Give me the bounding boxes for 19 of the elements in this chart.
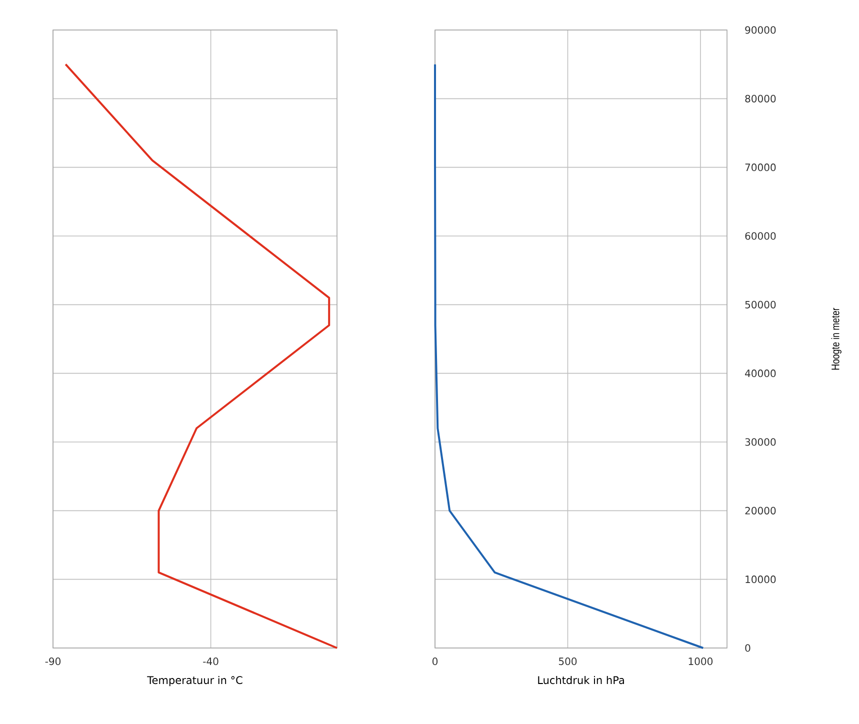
x-axis-title: Temperatuur in °C (147, 676, 242, 686)
y-tick-label: 30000 (745, 438, 776, 446)
y-tick-label: 70000 (745, 164, 776, 172)
x-axis-title: Luchtdruk in hPa (538, 676, 624, 684)
y-axis-title: Hoogte in meter (831, 308, 842, 370)
x-tick-label: 500 (558, 658, 577, 666)
x-tick-label: 1000 (688, 658, 713, 666)
y-tick-label: 20000 (745, 506, 776, 514)
y-tick-label: 60000 (745, 232, 776, 240)
y-tick-label: 90000 (745, 26, 776, 34)
y-tick-label: 10000 (746, 576, 776, 584)
y-tick-label: 80000 (745, 94, 776, 102)
x-tick-label: -90 (45, 658, 61, 666)
x-tick-label: 0 (432, 658, 438, 666)
x-tick-label: -40 (203, 658, 218, 666)
y-tick-label: 40000 (745, 370, 776, 378)
line-series (434, 63, 704, 650)
y-tick-label: 50000 (745, 300, 776, 308)
y-tick-label: 0 (745, 644, 750, 652)
